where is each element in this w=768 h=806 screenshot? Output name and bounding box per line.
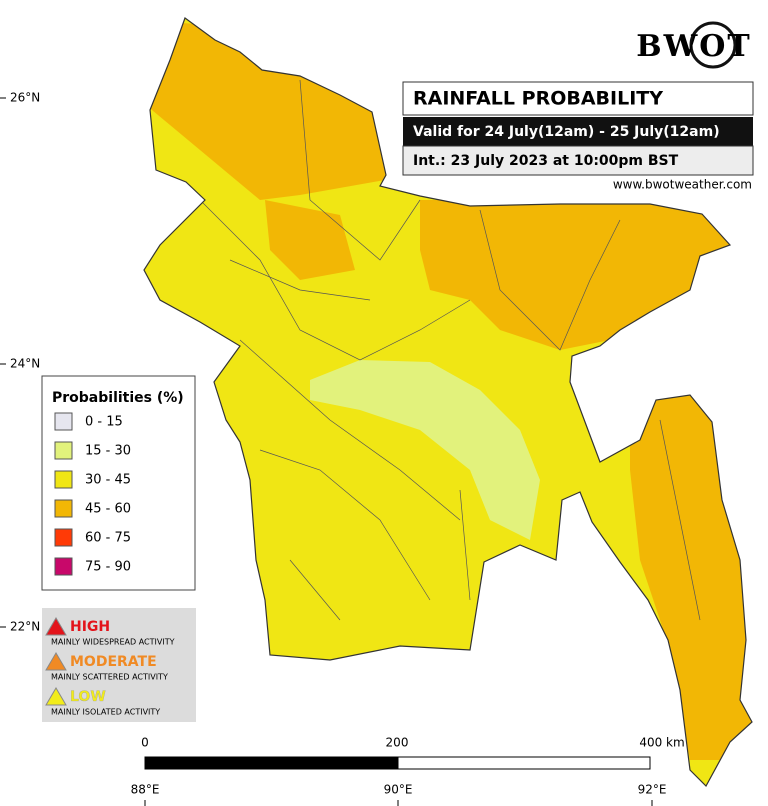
issued-text: Int.: 23 July 2023 at 10:00pm BST	[413, 153, 679, 169]
legend-swatch	[54, 528, 73, 547]
legend-label: 30 - 45	[85, 473, 131, 488]
issued-box	[402, 145, 754, 176]
scale-bar-light	[397, 756, 651, 770]
scale-labels: 0 200 400 km	[141, 736, 685, 750]
activity-items: HIGH MAINLY WIDESPREAD ACTIVITY MODERATE MA…	[45, 617, 175, 717]
frame-ticks	[0, 97, 653, 806]
scale-label: 0	[141, 736, 149, 750]
activity-icon	[45, 652, 67, 671]
region-45-60	[144, 20, 390, 200]
activity-icon	[45, 617, 67, 636]
legend-swatch	[54, 470, 73, 489]
scale-label: 200	[386, 736, 409, 750]
longitude-label: 90°E	[384, 783, 413, 797]
latitude-label: 26°N	[10, 91, 40, 105]
legend-swatch	[54, 557, 73, 576]
legend-label: 15 - 30	[85, 444, 131, 459]
activity-level: LOW	[70, 689, 106, 705]
activity-box	[42, 608, 196, 722]
title: RAINFALL PROBABILITY	[413, 88, 663, 110]
legend-label: 0 - 15	[85, 415, 123, 430]
legend-swatch	[54, 412, 73, 431]
legend-label: 45 - 60	[85, 502, 131, 517]
website: www.bwotweather.com	[613, 178, 752, 192]
latitude-label: 22°N	[10, 620, 40, 634]
district-borders	[199, 79, 701, 621]
activity-description: MAINLY ISOLATED ACTIVITY	[51, 708, 160, 717]
longitude-label: 92°E	[638, 783, 667, 797]
region-45-60	[630, 390, 752, 760]
valid-box	[403, 117, 753, 146]
legend-label: 60 - 75	[85, 531, 131, 546]
activity-level: HIGH	[70, 619, 110, 635]
region-45-60	[265, 200, 355, 280]
latitude-labels: 26°N 24°N 22°N	[10, 91, 40, 634]
legend-swatch	[54, 441, 73, 460]
activity-level: MODERATE	[70, 654, 157, 670]
region-15-30	[310, 360, 540, 540]
logo: BWOT	[636, 29, 752, 64]
legend-label: 75 - 90	[85, 560, 131, 575]
valid-text: Valid for 24 July(12am) - 25 July(12am)	[413, 124, 720, 140]
scale-label: 400 km	[639, 736, 684, 750]
activity-icon	[45, 687, 67, 706]
scale-bar-dark	[144, 756, 399, 770]
logo-ring	[689, 21, 737, 69]
legend-swatch	[54, 499, 73, 518]
activity-description: MAINLY WIDESPREAD ACTIVITY	[51, 638, 175, 647]
title-box	[402, 81, 754, 116]
longitude-label: 88°E	[131, 783, 160, 797]
activity-description: MAINLY SCATTERED ACTIVITY	[51, 673, 168, 682]
longitude-labels: 88°E 90°E 92°E	[131, 783, 667, 797]
latitude-label: 24°N	[10, 357, 40, 371]
legend-items: 0 - 15 15 - 30 30 - 45 45 - 60 60 - 75 75 - 9…	[54, 412, 131, 576]
legend-title: Probabilities (%)	[52, 390, 184, 406]
